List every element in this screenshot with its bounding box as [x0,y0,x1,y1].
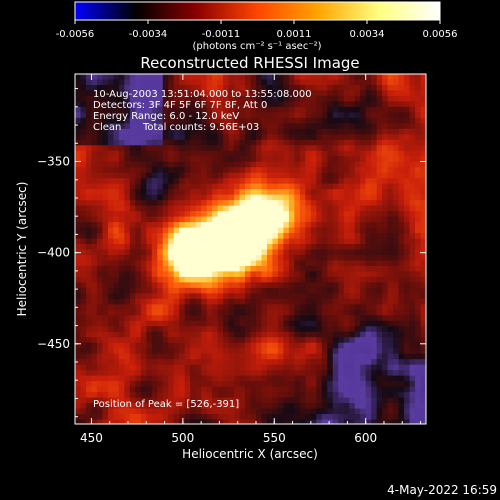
colorbar-tick-label: 0.0034 [350,29,385,40]
colorbar: -0.0056 -0.0034 -0.0011 0.0011 0.0034 0.0056 … [56,1,458,52]
x-tick-label: 500 [171,431,194,445]
x-axis-label: Heliocentric X (arcsec) [182,447,318,461]
y-tick-label: −450 [37,337,70,351]
colorbar-tick-label: 0.0011 [277,29,312,40]
annotation-peak: Position of Peak = [526,-391] [93,399,239,410]
x-tick-label: 550 [263,431,286,445]
colorbar-unit: (photons cm⁻² s⁻¹ asec⁻²) [192,41,321,52]
annotation-energy: Energy Range: 6.0 - 12.0 keV [93,111,239,122]
y-tick-label: −400 [37,246,70,260]
plot-frame [74,73,427,425]
colorbar-tick-label: -0.0034 [129,29,168,40]
colorbar-tick-label: -0.0056 [56,29,95,40]
annotation-detectors: Detectors: 3F 4F 5F 6F 7F 8F, Att 0 [93,100,267,111]
x-tick-label: 600 [354,431,377,445]
y-axis-label: Heliocentric Y (arcsec) [15,182,29,317]
colorbar-tick-label: -0.0011 [202,29,241,40]
annotation-total-counts: Total counts: 9.56E+03 [142,122,259,133]
annotation-time: 10-Aug-2003 13:51:04.000 to 13:55:08.000 [93,89,312,100]
x-tick-label: 450 [80,431,103,445]
heatmap-image [75,74,426,424]
footer-date: 4-May-2022 16:59 [387,483,497,497]
colorbar-tick-label: 0.0056 [423,29,458,40]
colorbar-gradient [74,1,441,21]
y-tick-label: −350 [37,155,70,169]
annotation-clean: Clean [93,122,121,133]
chart-title: Reconstructed RHESSI Image [140,54,359,72]
